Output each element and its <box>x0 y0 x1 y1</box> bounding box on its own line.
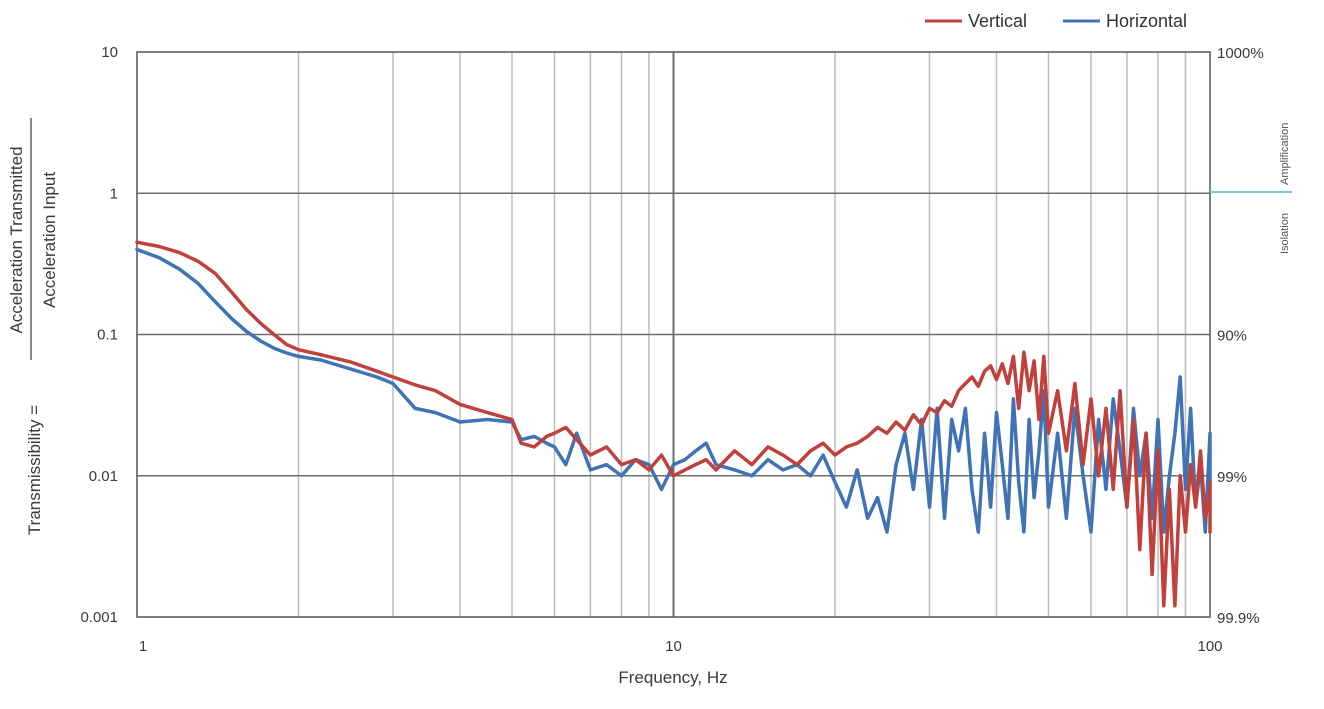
right-axis-label: 90% <box>1217 328 1247 345</box>
x-tick-label: 1 <box>139 638 147 655</box>
right-axis-label: 99.9% <box>1217 610 1260 627</box>
isolation-label: Isolation <box>1279 213 1291 254</box>
y-tick-labels: 10 1 0.1 0.01 0.001 <box>80 44 118 626</box>
x-tick-label: 100 <box>1197 638 1222 655</box>
right-axis-labels: 1000% 90% 99% 99.9% <box>1217 45 1264 627</box>
y-tick-label: 0.001 <box>80 609 118 626</box>
x-axis-label: Frequency, Hz <box>618 668 727 687</box>
right-axis-label: 1000% <box>1217 45 1264 62</box>
amplification-label: Amplification <box>1279 123 1291 185</box>
plot-frame <box>136 51 1211 618</box>
legend: Vertical Horizontal <box>925 11 1187 31</box>
y-tick-label: 0.1 <box>97 327 118 344</box>
y-axis-numerator: Acceleration Transmitted <box>7 146 26 333</box>
right-axis-label: 99% <box>1217 469 1247 486</box>
series-lines <box>135 240 1212 608</box>
y-axis-denominator: Acceleration Input <box>40 172 59 308</box>
x-tick-labels: 1 10 100 <box>139 638 1223 655</box>
y-axis-label: Transmissibility = <box>25 405 44 535</box>
y-tick-label: 1 <box>110 185 118 202</box>
legend-vertical-label: Vertical <box>968 11 1027 31</box>
y-tick-label: 10 <box>101 44 118 61</box>
series-line-vertical <box>135 240 1212 608</box>
x-tick-label: 10 <box>665 638 682 655</box>
y-tick-label: 0.01 <box>89 468 118 485</box>
legend-horizontal-label: Horizontal <box>1106 11 1187 31</box>
grid <box>137 52 1210 617</box>
